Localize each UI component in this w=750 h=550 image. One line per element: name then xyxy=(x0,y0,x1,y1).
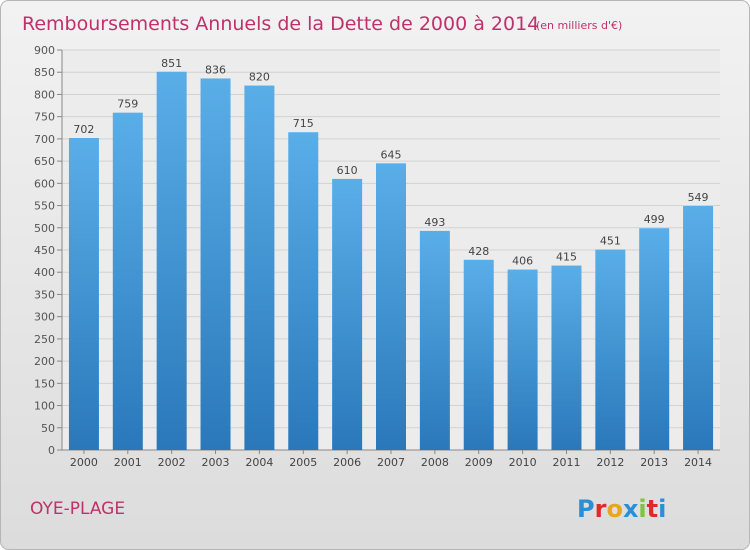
x-tick-label: 2012 xyxy=(596,456,624,469)
bar xyxy=(463,259,494,450)
y-tick-label: 250 xyxy=(34,333,55,346)
bar xyxy=(419,230,450,450)
bar xyxy=(156,71,187,451)
x-tick-label: 2014 xyxy=(684,456,712,469)
bar xyxy=(683,206,714,450)
bar-value-label: 702 xyxy=(73,123,94,136)
y-tick-label: 200 xyxy=(34,355,55,368)
y-tick-label: 750 xyxy=(34,111,55,124)
bar-value-label: 451 xyxy=(600,235,621,248)
bar-value-label: 406 xyxy=(512,255,533,268)
x-tick-label: 2010 xyxy=(509,456,537,469)
brand-letter: o xyxy=(606,495,623,523)
y-tick-label: 850 xyxy=(34,66,55,79)
y-tick-label: 0 xyxy=(48,444,55,457)
bar xyxy=(551,265,582,450)
brand-letter: i xyxy=(638,495,646,523)
x-tick-label: 2013 xyxy=(640,456,668,469)
chart-subtitle: (en milliers d'€) xyxy=(536,19,622,32)
bar xyxy=(244,85,275,451)
brand-letter: x xyxy=(623,495,639,523)
bar-value-label: 715 xyxy=(293,117,314,130)
brand-letter: r xyxy=(595,495,607,523)
y-tick-label: 300 xyxy=(34,311,55,324)
bar xyxy=(68,138,99,450)
x-tick-label: 2002 xyxy=(158,456,186,469)
plot-area: 0 50 100 150 200 250 300 350 400 450 500 550 600 650 7… xyxy=(34,44,720,469)
y-tick-label: 150 xyxy=(34,377,55,390)
bar-value-label: 851 xyxy=(161,57,182,70)
x-tick-label: 2005 xyxy=(289,456,317,469)
bar-value-label: 415 xyxy=(556,251,577,264)
bar-value-label: 836 xyxy=(205,63,226,76)
bar-value-label: 610 xyxy=(337,164,358,177)
brand-letter: t xyxy=(647,495,658,523)
bar-value-label: 549 xyxy=(688,191,709,204)
bar xyxy=(639,228,670,450)
brand-logo: Proxiti xyxy=(577,495,666,523)
x-tick-label: 2008 xyxy=(421,456,449,469)
bar-value-label: 759 xyxy=(117,98,138,111)
bar-value-label: 493 xyxy=(424,216,445,229)
y-tick-label: 700 xyxy=(34,133,55,146)
y-tick-label: 650 xyxy=(34,155,55,168)
y-tick-label: 900 xyxy=(34,44,55,57)
x-tick-label: 2003 xyxy=(202,456,230,469)
y-tick-label: 600 xyxy=(34,177,55,190)
bar-value-label: 820 xyxy=(249,71,270,84)
bar xyxy=(376,163,406,451)
x-tick-label: 2001 xyxy=(114,456,142,469)
bar xyxy=(200,78,231,450)
y-tick-label: 400 xyxy=(34,266,55,279)
x-tick-label: 2009 xyxy=(465,456,493,469)
brand-letter: i xyxy=(658,495,666,523)
y-tick-label: 450 xyxy=(34,244,55,257)
place-name: OYE-PLAGE xyxy=(30,499,125,519)
y-tick-label: 100 xyxy=(34,400,55,413)
x-tick-label: 2000 xyxy=(70,456,98,469)
brand-letter: P xyxy=(577,495,595,523)
y-tick-label: 350 xyxy=(34,288,55,301)
y-tick-label: 500 xyxy=(34,222,55,235)
bar xyxy=(288,132,319,450)
bar xyxy=(332,178,363,450)
x-tick-label: 2006 xyxy=(333,456,361,469)
bar xyxy=(507,269,538,450)
bar xyxy=(595,249,626,450)
x-tick-label: 2011 xyxy=(552,456,580,469)
x-tick-label: 2004 xyxy=(245,456,273,469)
chart-title: Remboursements Annuels de la Dette de 20… xyxy=(22,13,539,35)
bar-value-label: 645 xyxy=(381,148,402,161)
bar-value-label: 499 xyxy=(644,213,665,226)
x-tick-label: 2007 xyxy=(377,456,405,469)
y-tick-label: 50 xyxy=(41,422,55,435)
y-tick-label: 800 xyxy=(34,88,55,101)
y-tick-label: 550 xyxy=(34,200,55,213)
bar-value-label: 428 xyxy=(468,245,489,258)
bar xyxy=(112,112,143,451)
